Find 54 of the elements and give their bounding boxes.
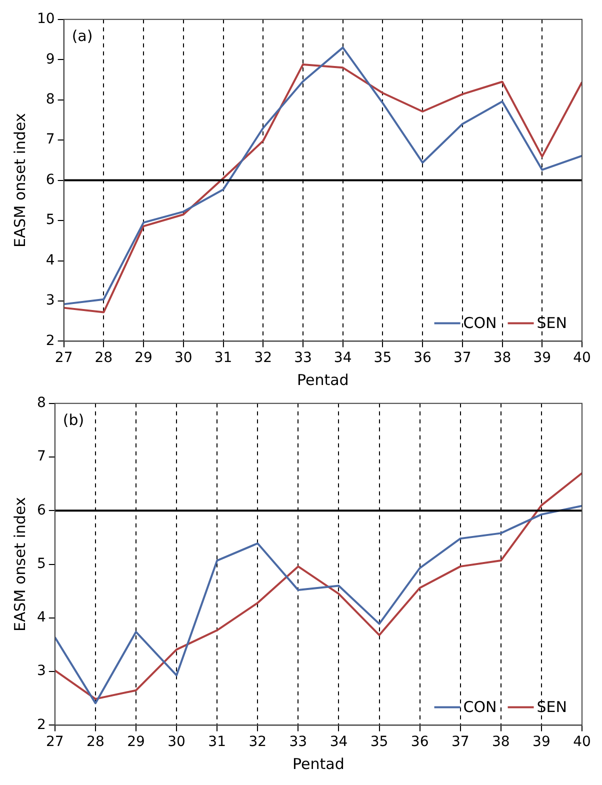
y-tick-label: 8 (36, 395, 46, 412)
y-tick-label: 3 (46, 292, 55, 309)
y-tick-label: 5 (46, 212, 55, 228)
x-tick-label: 28 (94, 350, 113, 366)
y-tick-label: 4 (46, 252, 55, 268)
x-tick-label: 33 (289, 734, 308, 750)
annotation: (a) (72, 26, 93, 45)
x-tick-label: 37 (451, 734, 470, 750)
legend-label: CON (463, 698, 497, 716)
y-tick-label: 6 (46, 172, 55, 188)
x-tick-label: 27 (46, 734, 64, 750)
x-tick-label: 36 (414, 350, 432, 366)
legend-label: SEN (536, 698, 568, 716)
x-tick-label: 37 (454, 350, 472, 366)
x-tick-label: 39 (533, 350, 552, 366)
legend-label: SEN (536, 314, 568, 332)
x-tick-label: 29 (134, 350, 152, 366)
x-tick-label: 30 (168, 734, 186, 750)
x-axis-title: Pentad (292, 754, 344, 773)
y-tick-label: 7 (46, 132, 55, 148)
x-tick-label: 35 (374, 350, 392, 366)
x-tick-label: 30 (174, 350, 192, 366)
x-tick-label: 32 (248, 734, 267, 750)
x-tick-label: 27 (54, 350, 73, 366)
y-tick-label: 3 (36, 663, 46, 680)
x-tick-label: 31 (214, 350, 232, 366)
x-tick-label: 34 (334, 350, 352, 366)
x-tick-label: 28 (86, 734, 104, 750)
y-tick-label: 9 (46, 51, 55, 68)
x-tick-label: 29 (127, 734, 145, 750)
y-tick-label: 4 (36, 610, 46, 626)
x-tick-label: 40 (573, 350, 591, 366)
y-tick-label: 10 (36, 11, 55, 28)
y-tick-label: 6 (36, 502, 46, 518)
x-tick-label: 38 (493, 350, 512, 366)
x-tick-label: 35 (370, 734, 388, 750)
y-tick-label: 2 (46, 332, 55, 349)
x-tick-label: 32 (254, 350, 272, 366)
y-tick-label: 8 (46, 91, 55, 108)
x-tick-label: 36 (410, 734, 429, 750)
x-tick-label: 39 (532, 734, 550, 750)
y-axis-title: EASM onset index (10, 112, 29, 248)
legend-label: CON (463, 314, 497, 332)
y-tick-label: 5 (36, 556, 46, 572)
x-axis-title: Pentad (296, 370, 349, 389)
y-tick-label: 2 (36, 716, 46, 733)
x-tick-label: 38 (492, 734, 510, 750)
x-tick-label: 31 (208, 734, 226, 750)
x-tick-label: 40 (573, 734, 591, 750)
x-tick-label: 33 (294, 350, 312, 366)
x-tick-label: 34 (330, 734, 348, 750)
y-tick-label: 7 (36, 448, 46, 465)
y-axis-title: EASM onset index (10, 496, 29, 632)
annotation: (b) (62, 410, 84, 429)
